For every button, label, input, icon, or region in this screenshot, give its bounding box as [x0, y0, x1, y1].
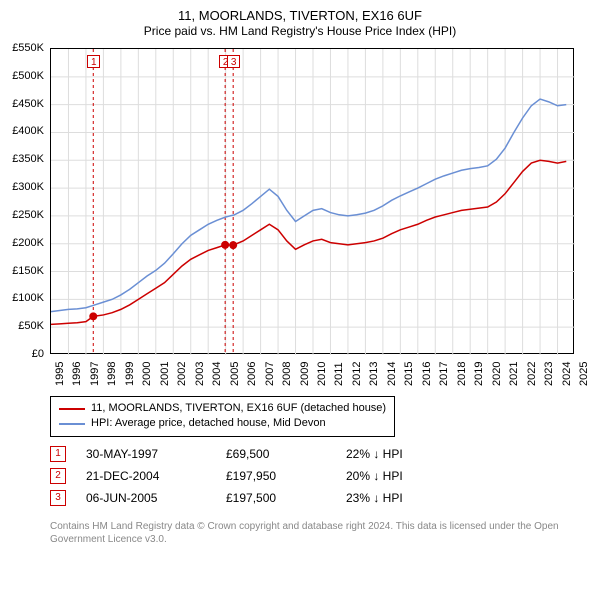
transaction-price: £197,950 [226, 469, 326, 483]
y-tick-label: £50K [18, 320, 44, 332]
y-tick-label: £350K [12, 153, 44, 165]
series-hpi [51, 99, 566, 312]
x-tick-label: 2007 [264, 362, 276, 386]
transaction-delta: 20% ↓ HPI [346, 469, 446, 483]
transaction-marker-ref: 3 [50, 490, 66, 506]
transaction-marker-ref: 2 [50, 468, 66, 484]
x-tick-label: 2006 [246, 362, 258, 386]
transaction-row: 1 30-MAY-1997 £69,500 22% ↓ HPI [50, 446, 446, 462]
x-tick-label: 2016 [421, 362, 433, 386]
y-tick-label: £250K [12, 209, 44, 221]
x-tick-label: 2024 [561, 362, 573, 386]
transaction-row: 2 21-DEC-2004 £197,950 20% ↓ HPI [50, 468, 446, 484]
x-tick-label: 2013 [368, 362, 380, 386]
legend-label: HPI: Average price, detached house, Mid … [91, 416, 326, 431]
plot-area: 123 [50, 48, 574, 354]
event-marker-label: 3 [227, 55, 240, 68]
y-tick-label: £550K [12, 42, 44, 54]
x-tick-label: 2011 [333, 362, 345, 386]
y-tick-label: £150K [12, 265, 44, 277]
legend-label: 11, MOORLANDS, TIVERTON, EX16 6UF (detac… [91, 401, 386, 416]
event-marker-dot [89, 312, 97, 320]
x-axis-labels: 1995 1996 1997 1998 1999 2000 2001 2002 2003 2004… [50, 356, 574, 390]
legend: 11, MOORLANDS, TIVERTON, EX16 6UF (detac… [50, 396, 395, 437]
y-tick-label: £300K [12, 181, 44, 193]
x-tick-label: 2017 [438, 362, 450, 386]
x-tick-label: 1998 [106, 362, 118, 386]
chart-title: 11, MOORLANDS, TIVERTON, EX16 6UF [10, 8, 590, 24]
x-tick-label: 2000 [141, 362, 153, 386]
x-tick-label: 1996 [71, 362, 83, 386]
x-tick-label: 2002 [176, 362, 188, 386]
x-tick-label: 2020 [491, 362, 503, 386]
x-tick-label: 2004 [211, 362, 223, 386]
x-tick-label: 2023 [543, 362, 555, 386]
transaction-marker-ref: 1 [50, 446, 66, 462]
x-tick-label: 2003 [194, 362, 206, 386]
transaction-price: £69,500 [226, 447, 326, 461]
chart-container: 11, MOORLANDS, TIVERTON, EX16 6UF Price … [0, 0, 600, 590]
x-tick-label: 2014 [386, 362, 398, 386]
legend-swatch [59, 408, 85, 410]
transactions-table: 1 30-MAY-1997 £69,500 22% ↓ HPI 2 21-DEC-2004… [50, 446, 446, 512]
transaction-date: 30-MAY-1997 [86, 447, 206, 461]
transaction-date: 21-DEC-2004 [86, 469, 206, 483]
transaction-price: £197,500 [226, 491, 326, 505]
x-tick-label: 1999 [124, 362, 136, 386]
x-tick-label: 2009 [299, 362, 311, 386]
y-tick-label: £450K [12, 98, 44, 110]
chart-subtitle: Price paid vs. HM Land Registry's House … [10, 24, 590, 38]
plot-svg [51, 49, 575, 355]
event-marker-label: 1 [87, 55, 100, 68]
y-axis-labels: £0£50K£100K£150K£200K£250K£300K£350K£400… [0, 48, 48, 354]
attribution-text: Contains HM Land Registry data © Crown c… [50, 520, 588, 546]
x-tick-label: 2001 [159, 362, 171, 386]
transaction-delta: 23% ↓ HPI [346, 491, 446, 505]
y-tick-label: £500K [12, 70, 44, 82]
y-tick-label: £100K [12, 292, 44, 304]
event-marker-dot [229, 241, 237, 249]
x-tick-label: 2008 [281, 362, 293, 386]
x-tick-label: 2022 [526, 362, 538, 386]
legend-item: HPI: Average price, detached house, Mid … [59, 416, 386, 431]
y-tick-label: £400K [12, 125, 44, 137]
transaction-date: 06-JUN-2005 [86, 491, 206, 505]
x-tick-label: 2021 [508, 362, 520, 386]
legend-swatch [59, 423, 85, 425]
transaction-delta: 22% ↓ HPI [346, 447, 446, 461]
x-tick-label: 2012 [351, 362, 363, 386]
x-tick-label: 2018 [456, 362, 468, 386]
x-tick-label: 2019 [473, 362, 485, 386]
x-tick-label: 2005 [229, 362, 241, 386]
x-tick-label: 1995 [54, 362, 66, 386]
y-tick-label: £0 [32, 348, 44, 360]
transaction-row: 3 06-JUN-2005 £197,500 23% ↓ HPI [50, 490, 446, 506]
legend-item: 11, MOORLANDS, TIVERTON, EX16 6UF (detac… [59, 401, 386, 416]
x-tick-label: 1997 [89, 362, 101, 386]
x-tick-label: 2015 [403, 362, 415, 386]
event-marker-dot [221, 241, 229, 249]
y-tick-label: £200K [12, 237, 44, 249]
x-tick-label: 2010 [316, 362, 328, 386]
x-tick-label: 2025 [578, 362, 590, 386]
